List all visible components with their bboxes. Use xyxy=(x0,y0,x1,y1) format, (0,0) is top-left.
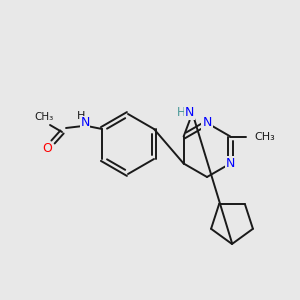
Text: H: H xyxy=(77,111,85,121)
Text: N: N xyxy=(80,116,90,130)
Text: N: N xyxy=(202,116,212,130)
Text: H: H xyxy=(177,106,186,119)
Text: N: N xyxy=(185,106,194,119)
Text: CH₃: CH₃ xyxy=(34,112,54,122)
Text: CH₃: CH₃ xyxy=(254,131,275,142)
Text: O: O xyxy=(42,142,52,155)
Text: N: N xyxy=(226,157,235,170)
